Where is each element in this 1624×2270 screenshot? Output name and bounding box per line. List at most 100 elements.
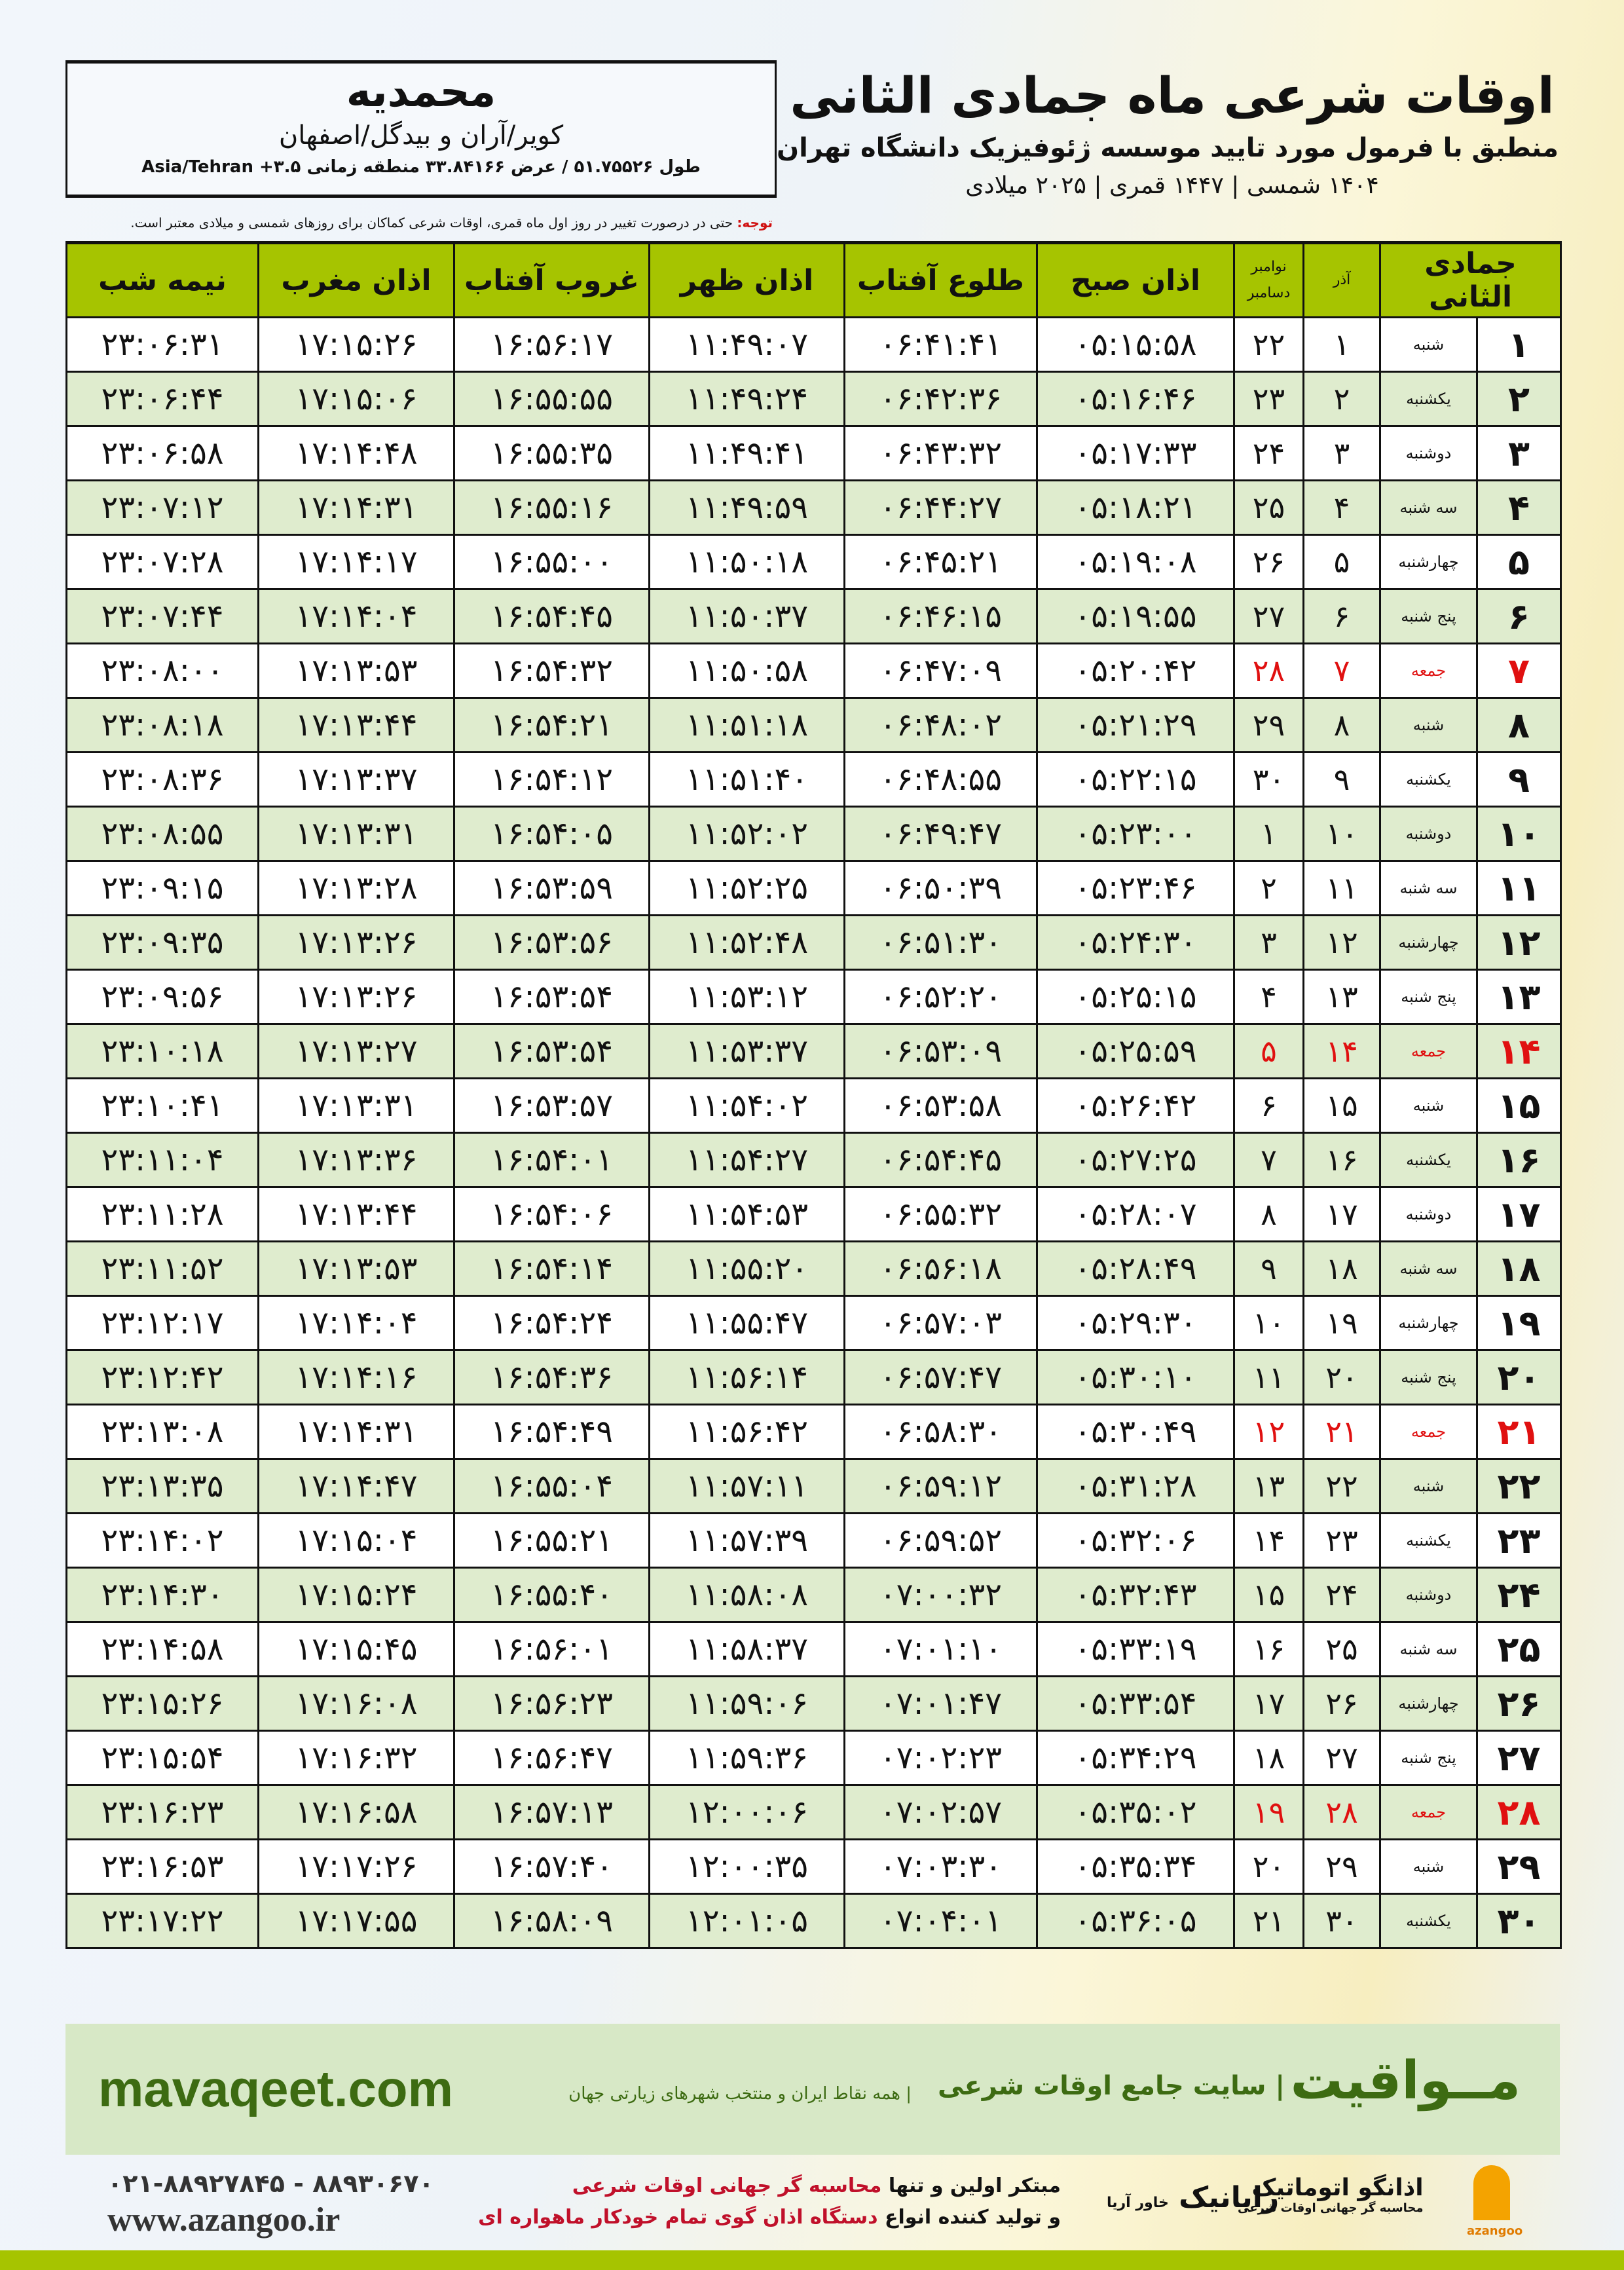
fajr-time: ۰۵:۳۳:۵۴ — [1036, 1675, 1235, 1732]
gregorian-day: ۱۵ — [1233, 1567, 1304, 1623]
table-row: ۹ یکشنبه ۹ ۳۰ ۰۵:۲۲:۱۵ ۰۶:۴۸:۵۵ ۱۱:۵۱:۴۰ ۱۶:۵۴:… — [65, 751, 1562, 808]
azar-day: ۹ — [1302, 751, 1381, 808]
fajr-time: ۰۵:۲۴:۳۰ — [1036, 914, 1235, 971]
sunrise-time: ۰۶:۴۹:۴۷ — [843, 806, 1038, 862]
fajr-time: ۰۵:۳۲:۴۳ — [1036, 1567, 1235, 1623]
dhuhr-time: ۱۲:۰۰:۰۶ — [648, 1784, 845, 1840]
maghrib-time: ۱۷:۱۵:۰۴ — [257, 1512, 455, 1569]
banner-tagline: | سایت جامع اوقات شرعی — [938, 2071, 1285, 2101]
sunset-time: ۱۶:۵۵:۳۵ — [453, 425, 650, 481]
sunrise-time: ۰۷:۰۱:۱۰ — [843, 1621, 1038, 1677]
fajr-time: ۰۵:۱۷:۳۳ — [1036, 425, 1235, 481]
fajr-time: ۰۵:۳۰:۱۰ — [1036, 1349, 1235, 1405]
dhuhr-time: ۱۱:۵۳:۱۲ — [648, 969, 845, 1025]
azar-day: ۲۱ — [1302, 1404, 1381, 1460]
sunset-time: ۱۶:۵۴:۰۶ — [453, 1186, 650, 1242]
sunrise-time: ۰۶:۵۴:۴۵ — [843, 1132, 1038, 1188]
hijri-day: ۱۴ — [1476, 1023, 1562, 1079]
hijri-day: ۷ — [1476, 642, 1562, 699]
azar-day: ۱۴ — [1302, 1023, 1381, 1079]
gregorian-day: ۱۷ — [1233, 1675, 1304, 1732]
weekday: شنبه — [1378, 697, 1479, 753]
table-row: ۱۰ دوشنبه ۱۰ ۱ ۰۵:۲۳:۰۰ ۰۶:۴۹:۴۷ ۱۱:۵۲:۰۲ ۱۶:۵۴… — [65, 806, 1562, 862]
sunset-time: ۱۶:۵۵:۴۰ — [453, 1567, 650, 1623]
dhuhr-time: ۱۱:۵۷:۳۹ — [648, 1512, 845, 1569]
hijri-day: ۴ — [1476, 479, 1562, 536]
table-row: ۵ چهارشنبه ۵ ۲۶ ۰۵:۱۹:۰۸ ۰۶:۴۵:۲۱ ۱۱:۵۰:۱۸ ۱۶:۵… — [65, 534, 1562, 590]
sunset-time: ۱۶:۵۴:۱۴ — [453, 1240, 650, 1297]
fajr-time: ۰۵:۲۳:۰۰ — [1036, 806, 1235, 862]
midnight-time: ۲۳:۱۴:۳۰ — [65, 1567, 259, 1623]
gregorian-day: ۱۹ — [1233, 1784, 1304, 1840]
sunrise-time: ۰۶:۵۳:۵۸ — [843, 1077, 1038, 1134]
hijri-day: ۲۷ — [1476, 1730, 1562, 1786]
sunrise-time: ۰۶:۴۱:۴۱ — [843, 316, 1038, 373]
table-row: ۱۴ جمعه ۱۴ ۵ ۰۵:۲۵:۵۹ ۰۶:۵۳:۰۹ ۱۱:۵۳:۳۷ ۱۶:۵۳:۵… — [65, 1023, 1562, 1079]
table-row: ۲۸ جمعه ۲۸ ۱۹ ۰۵:۳۵:۰۲ ۰۷:۰۲:۵۷ ۱۲:۰۰:۰۶ ۱۶:۵۷:… — [65, 1784, 1562, 1840]
hijri-day: ۱۱ — [1476, 860, 1562, 916]
maghrib-time: ۱۷:۱۳:۵۳ — [257, 1240, 455, 1297]
fajr-time: ۰۵:۱۵:۵۸ — [1036, 316, 1235, 373]
sunset-time: ۱۶:۵۷:۴۰ — [453, 1838, 650, 1895]
gregorian-day: ۲۰ — [1233, 1838, 1304, 1895]
sunset-time: ۱۶:۵۵:۰۴ — [453, 1458, 650, 1514]
gregorian-day: ۲۷ — [1233, 588, 1304, 644]
sunrise-time: ۰۶:۵۸:۳۰ — [843, 1404, 1038, 1460]
header-dec: دسامبر — [1247, 285, 1291, 301]
midnight-time: ۲۳:۱۴:۰۲ — [65, 1512, 259, 1569]
dhuhr-time: ۱۱:۵۹:۰۶ — [648, 1675, 845, 1732]
table-row: ۱ شنبه ۱ ۲۲ ۰۵:۱۵:۵۸ ۰۶:۴۱:۴۱ ۱۱:۴۹:۰۷ ۱۶:۵۶:۱۷… — [65, 316, 1562, 373]
table-body: ۱ شنبه ۱ ۲۲ ۰۵:۱۵:۵۸ ۰۶:۴۱:۴۱ ۱۱:۴۹:۰۷ ۱۶:۵۶:۱۷… — [65, 316, 1562, 1949]
midnight-time: ۲۳:۱۰:۱۸ — [65, 1023, 259, 1079]
sunrise-time: ۰۶:۵۷:۴۷ — [843, 1349, 1038, 1405]
fajr-time: ۰۵:۲۰:۴۲ — [1036, 642, 1235, 699]
azar-day: ۲۳ — [1302, 1512, 1381, 1569]
sunset-time: ۱۶:۵۴:۰۵ — [453, 806, 650, 862]
fajr-time: ۰۵:۲۸:۴۹ — [1036, 1240, 1235, 1297]
midnight-time: ۲۳:۱۳:۰۸ — [65, 1404, 259, 1460]
sunrise-time: ۰۶:۴۳:۳۲ — [843, 425, 1038, 481]
azar-day: ۱۹ — [1302, 1295, 1381, 1351]
fajr-time: ۰۵:۲۵:۵۹ — [1036, 1023, 1235, 1079]
note-text: حتی در درصورت تغییر در روز اول ماه قمری،… — [130, 215, 737, 231]
gregorian-day: ۳ — [1233, 914, 1304, 971]
table-row: ۱۸ سه شنبه ۱۸ ۹ ۰۵:۲۸:۴۹ ۰۶:۵۶:۱۸ ۱۱:۵۵:۲۰ ۱۶:۵… — [65, 1240, 1562, 1297]
hijri-day: ۱۶ — [1476, 1132, 1562, 1188]
maghrib-time: ۱۷:۱۷:۲۶ — [257, 1838, 455, 1895]
website-link[interactable]: www.azangoo.ir — [107, 2201, 341, 2239]
midnight-time: ۲۳:۱۶:۲۳ — [65, 1784, 259, 1840]
table-row: ۲۰ پنج شنبه ۲۰ ۱۱ ۰۵:۳۰:۱۰ ۰۶:۵۷:۴۷ ۱۱:۵۶:۱۴ ۱۶… — [65, 1349, 1562, 1405]
maghrib-time: ۱۷:۱۳:۲۷ — [257, 1023, 455, 1079]
gregorian-day: ۹ — [1233, 1240, 1304, 1297]
hijri-day: ۲۰ — [1476, 1349, 1562, 1405]
weekday: دوشنبه — [1378, 806, 1479, 862]
dhuhr-time: ۱۱:۵۴:۰۲ — [648, 1077, 845, 1134]
minaret-icon — [1473, 2165, 1510, 2220]
mavaqeet-banner: مــواقیت | سایت جامع اوقات شرعی | همه نق… — [65, 2024, 1560, 2155]
weekday: جمعه — [1378, 642, 1479, 699]
azangoo-brand: azangoo — [1467, 2224, 1523, 2238]
gregorian-day: ۲۸ — [1233, 642, 1304, 699]
sunset-time: ۱۶:۵۴:۰۱ — [453, 1132, 650, 1188]
maghrib-time: ۱۷:۱۷:۵۵ — [257, 1893, 455, 1949]
hijri-day: ۱۲ — [1476, 914, 1562, 971]
dhuhr-time: ۱۱:۵۶:۴۲ — [648, 1404, 845, 1460]
gregorian-day: ۴ — [1233, 969, 1304, 1025]
hijri-day: ۹ — [1476, 751, 1562, 808]
gregorian-day: ۲۵ — [1233, 479, 1304, 536]
maghrib-time: ۱۷:۱۴:۳۱ — [257, 1404, 455, 1460]
weekday: سه شنبه — [1378, 479, 1479, 536]
fajr-time: ۰۵:۱۶:۴۶ — [1036, 371, 1235, 427]
hijri-day: ۲۳ — [1476, 1512, 1562, 1569]
banner-url[interactable]: mavaqeet.com — [98, 2060, 453, 2117]
dhuhr-time: ۱۱:۵۸:۳۷ — [648, 1621, 845, 1677]
azar-day: ۲۷ — [1302, 1730, 1381, 1786]
sunset-time: ۱۶:۵۶:۲۳ — [453, 1675, 650, 1732]
weekday: چهارشنبه — [1378, 534, 1479, 590]
dhuhr-time: ۱۱:۴۹:۴۱ — [648, 425, 845, 481]
azar-day: ۱۰ — [1302, 806, 1381, 862]
sunset-time: ۱۶:۵۳:۵۴ — [453, 1023, 650, 1079]
azar-day: ۱۸ — [1302, 1240, 1381, 1297]
sunrise-time: ۰۶:۵۱:۳۰ — [843, 914, 1038, 971]
rayanik-logo-text: رایانیک — [1179, 2181, 1280, 2214]
